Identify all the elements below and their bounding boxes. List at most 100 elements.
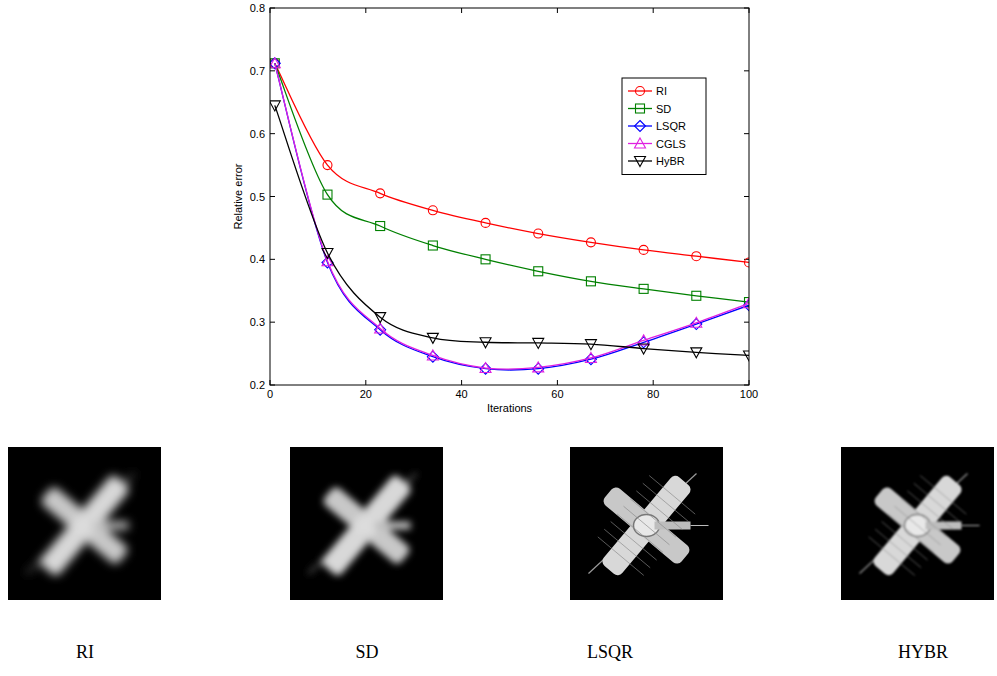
series-marker [376, 222, 385, 231]
y-tick [270, 259, 275, 260]
series-line [275, 105, 749, 355]
series-marker [638, 344, 649, 354]
series-marker [533, 338, 544, 348]
series-marker [534, 229, 543, 238]
panel-detail [643, 483, 689, 522]
image-caption: LSQR [587, 642, 633, 662]
satellite [589, 473, 709, 577]
x-tick-label: 40 [455, 388, 467, 400]
legend-label: HyBR [656, 155, 685, 167]
series-line [275, 63, 749, 302]
y-tick-label: 0.2 [250, 379, 265, 391]
reconstruction-image [841, 447, 994, 600]
satellite-panel [871, 473, 964, 577]
panel-detail [914, 483, 960, 522]
series-marker [586, 277, 595, 286]
y-tick [744, 322, 749, 323]
series-marker [322, 249, 333, 259]
satellite-antenna [962, 525, 980, 526]
y-tick [270, 196, 275, 197]
satellite-arm [926, 522, 962, 530]
series-marker [639, 245, 648, 254]
panel-detail [630, 499, 676, 538]
y-tick [744, 133, 749, 134]
reconstruction-image [8, 447, 161, 600]
series-marker [481, 255, 490, 264]
series-marker [534, 267, 543, 276]
panel-detail [869, 537, 915, 576]
legend-marker [635, 157, 646, 167]
satellite-panel [320, 473, 413, 577]
series-line [275, 63, 749, 370]
plot-frame [270, 8, 749, 385]
image-caption: RI [76, 642, 94, 662]
reconstruction-image [290, 447, 443, 600]
satellite-panel [321, 485, 412, 566]
y-tick-label: 0.4 [250, 253, 265, 265]
y-tick [270, 133, 275, 134]
series-marker [481, 218, 490, 227]
x-tick [557, 380, 558, 385]
panel-detail [875, 529, 921, 568]
legend-box [622, 78, 706, 175]
figure: 0204060801000.20.30.40.50.60.70.8Iterati… [0, 0, 997, 676]
x-tick-label: 0 [267, 388, 273, 400]
series-marker [533, 362, 544, 372]
x-tick [653, 380, 654, 385]
x-tick-label: 60 [551, 388, 563, 400]
series-marker [691, 317, 702, 327]
image-caption: SD [355, 642, 378, 662]
series-marker [586, 238, 595, 247]
series-marker [323, 161, 332, 170]
legend-label: RI [656, 85, 667, 97]
series-line [275, 63, 749, 262]
satellite-arm [93, 522, 129, 530]
legend-marker [635, 138, 646, 148]
series-marker [375, 323, 386, 333]
legend-marker [635, 121, 646, 132]
legend-label: CGLS [656, 138, 686, 150]
x-tick [365, 8, 366, 13]
series-marker [692, 291, 701, 300]
x-tick [557, 8, 558, 13]
legend-line [628, 160, 652, 161]
legend-label: LSQR [656, 120, 686, 132]
reconstruction-image [570, 447, 723, 600]
y-tick [270, 322, 275, 323]
x-tick-label: 20 [360, 388, 372, 400]
panel-detail [901, 499, 947, 538]
legend: RISDLSQRCGLSHyBR [622, 78, 706, 175]
legend-line [628, 108, 652, 109]
panel-detail [624, 506, 670, 545]
legend-line [628, 90, 652, 91]
y-tick-label: 0.8 [250, 2, 265, 14]
panel-detail [895, 506, 941, 545]
figure-svg: 0204060801000.20.30.40.50.60.70.8Iterati… [0, 0, 997, 676]
series-marker [692, 252, 701, 261]
series-marker [745, 258, 750, 267]
series-marker [427, 350, 438, 360]
panel-detail [598, 537, 644, 576]
series-marker [585, 352, 596, 362]
plot-marks [270, 58, 749, 374]
x-tick [461, 8, 462, 13]
series-marker [428, 241, 437, 250]
satellite-panel [601, 485, 692, 566]
image-background [570, 447, 723, 600]
x-tick [461, 380, 462, 385]
series-marker [638, 335, 649, 345]
series-marker [270, 101, 280, 111]
legend-marker [636, 104, 645, 113]
image-background [8, 447, 161, 600]
series-marker [376, 189, 385, 198]
satellite [27, 473, 135, 577]
series-marker [744, 351, 750, 361]
legend-line [628, 125, 652, 126]
image-caption: HYBR [898, 642, 948, 662]
satellite-antenna [691, 525, 709, 526]
image-background [841, 447, 994, 600]
satellite-panel [600, 473, 693, 577]
series-marker [691, 348, 702, 358]
panel-detail [882, 522, 928, 561]
panel-detail [920, 476, 966, 515]
